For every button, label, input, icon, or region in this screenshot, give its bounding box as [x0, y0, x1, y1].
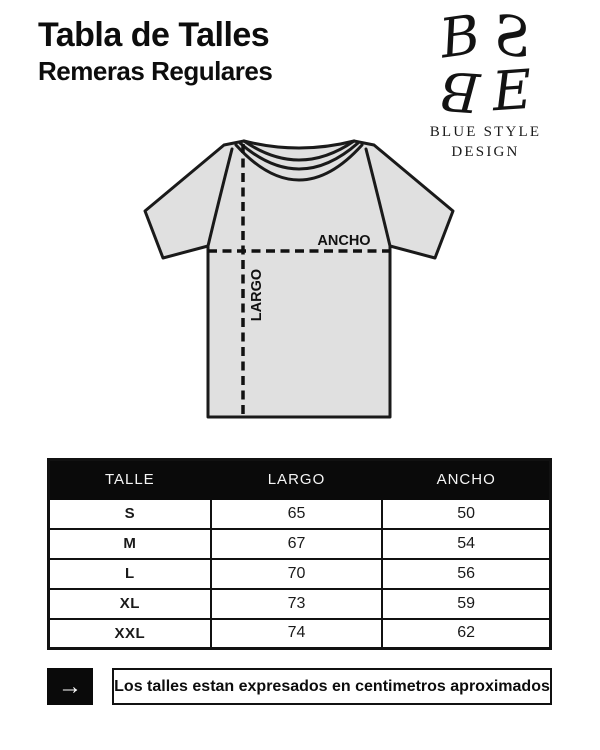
header-talle: TALLE [47, 458, 212, 500]
table-header-row: TALLE LARGO ANCHO [47, 458, 552, 500]
largo-cell: 73 [209, 587, 384, 620]
largo-cell: 70 [209, 557, 384, 590]
largo-cell: 65 [209, 497, 384, 530]
page-title: Tabla de Talles [38, 16, 270, 54]
ancho-cell: 54 [381, 527, 552, 560]
table-row: XL 73 59 [47, 587, 552, 620]
sleeve-seams [206, 147, 392, 248]
size-table: TALLE LARGO ANCHO S 65 50 M 67 54 L [47, 458, 552, 650]
brand-name-line2: DESIGN [451, 144, 520, 160]
table-row: L 70 56 [47, 557, 552, 590]
collar-lines [234, 139, 364, 182]
brand-monogram-icon: B S B E [430, 2, 542, 125]
title-block: Tabla de Talles Remeras Regulares [38, 14, 273, 86]
monogram-letter: B [435, 2, 484, 71]
arrow-right-icon: → [47, 668, 93, 705]
size-cell: XL [47, 587, 212, 620]
brand-name-line1: BLUE STYLE [429, 124, 542, 140]
tshirt-shape [143, 139, 455, 419]
ancho-cell: 62 [381, 617, 552, 650]
size-cell: M [47, 527, 212, 560]
header-largo: LARGO [209, 458, 384, 500]
ancho-cell: 56 [381, 557, 552, 590]
arrow-glyph: → [58, 672, 82, 700]
size-cell: XXL [47, 617, 212, 650]
footer-note: Los talles estan expresados en centimetr… [112, 668, 552, 705]
monogram-letter: E [489, 57, 534, 124]
table-row: S 65 50 [47, 497, 552, 530]
ancho-cell: 59 [381, 587, 552, 620]
tshirt-measurement-diagram: ANCHO LARGO [120, 125, 480, 435]
largo-cell: 74 [209, 617, 384, 650]
footer-note-text: Los talles estan expresados en centimetr… [114, 677, 550, 695]
page-subtitle: Remeras Regulares [38, 55, 273, 86]
table-row: XXL 74 62 [47, 617, 552, 650]
size-cell: S [47, 497, 212, 530]
length-measure-label: LARGO [249, 269, 265, 321]
largo-cell: 67 [209, 527, 384, 560]
size-cell: L [47, 557, 212, 590]
width-measure-label: ANCHO [317, 233, 370, 249]
header-ancho: ANCHO [381, 458, 552, 500]
ancho-cell: 50 [381, 497, 552, 530]
monogram-letter: B [437, 58, 482, 125]
table-row: M 67 54 [47, 527, 552, 560]
brand-logo: B S B E BLUE STYLE DESIGN [408, 2, 563, 161]
